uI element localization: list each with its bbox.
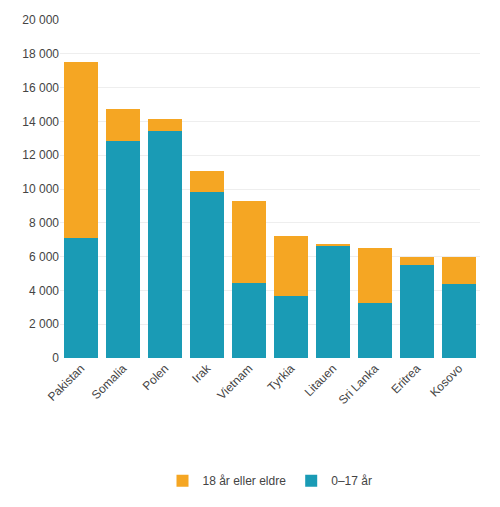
svg-text:16 000: 16 000 (22, 81, 59, 95)
svg-text:12 000: 12 000 (22, 148, 59, 162)
svg-text:Somalia: Somalia (89, 361, 130, 402)
svg-text:Sri Lanka: Sri Lanka (336, 361, 382, 407)
svg-text:Pakistan: Pakistan (45, 361, 87, 403)
svg-text:Kosovo: Kosovo (427, 361, 465, 399)
svg-text:6 000: 6 000 (29, 250, 59, 264)
svg-text:Litauen: Litauen (302, 361, 340, 399)
svg-text:8 000: 8 000 (29, 216, 59, 230)
svg-text:Vietnam: Vietnam (214, 361, 255, 402)
svg-text:0–17 år: 0–17 år (331, 474, 372, 488)
svg-text:Eritrea: Eritrea (388, 361, 423, 396)
svg-text:20 000: 20 000 (22, 13, 59, 27)
svg-text:18 000: 18 000 (22, 47, 59, 61)
svg-text:18 år eller eldre: 18 år eller eldre (203, 474, 287, 488)
svg-text:14 000: 14 000 (22, 115, 59, 129)
svg-text:10 000: 10 000 (22, 182, 59, 196)
svg-text:Irak: Irak (189, 361, 214, 386)
svg-text:Tyrkia: Tyrkia (265, 361, 298, 394)
svg-text:0: 0 (52, 351, 59, 365)
svg-text:4 000: 4 000 (29, 284, 59, 298)
svg-text:Polen: Polen (140, 361, 172, 393)
svg-text:2 000: 2 000 (29, 317, 59, 331)
